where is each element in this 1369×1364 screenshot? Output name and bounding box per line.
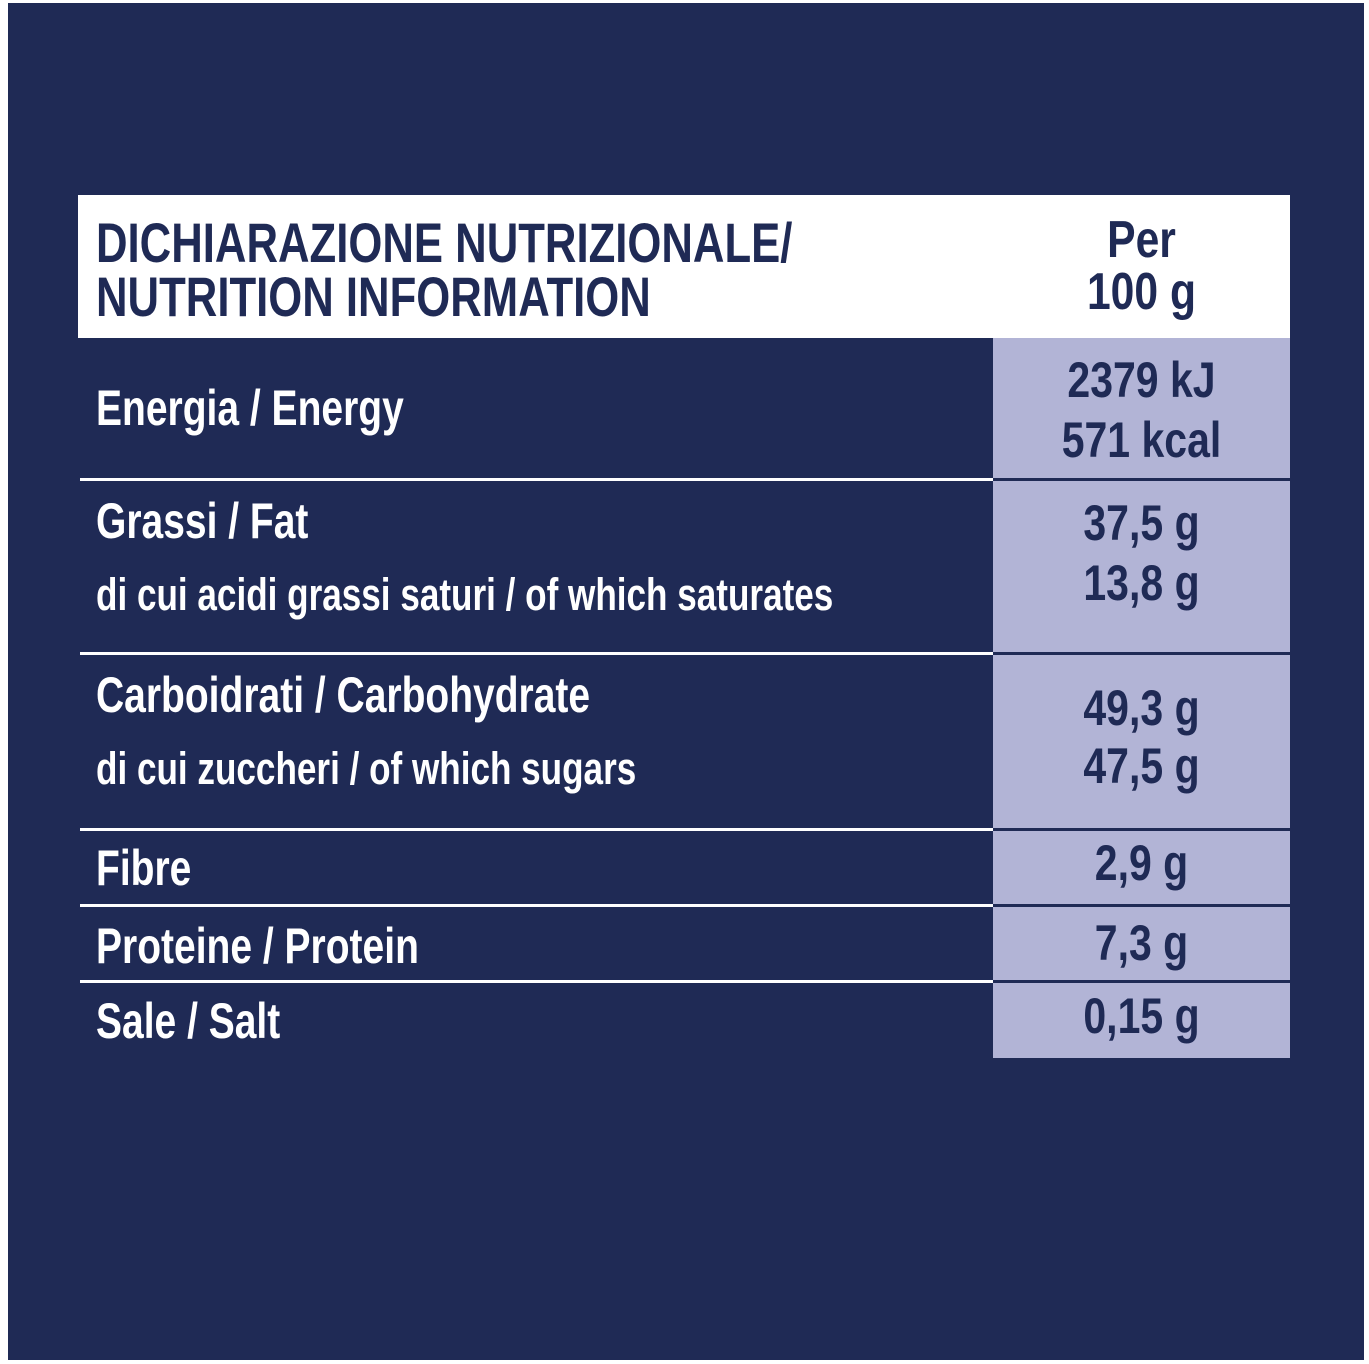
row-separator [80, 904, 993, 907]
nutrient-value: 2379 kJ [1067, 352, 1216, 408]
nutrient-label: Sale / Salt [96, 992, 281, 1049]
value-cell [993, 481, 1290, 652]
value-cell [993, 338, 1290, 478]
nutrient-value: 47,5 g [1083, 738, 1200, 794]
nutrient-value: 2,9 g [1094, 835, 1189, 891]
nutrient-value: 0,15 g [1083, 988, 1200, 1044]
header-title: NUTRITION INFORMATION [96, 265, 651, 328]
row-separator [993, 652, 1290, 655]
row-separator [80, 980, 993, 983]
nutrient-label: Fibre [96, 839, 192, 896]
row-separator [993, 904, 1290, 907]
row-separator [993, 478, 1290, 481]
value-cell [993, 831, 1290, 904]
header-per: 100 g [1086, 263, 1197, 321]
nutrient-sublabel: di cui acidi grassi saturi / of which sa… [96, 569, 834, 621]
nutrient-label: Carboidrati / Carbohydrate [96, 666, 591, 723]
table-header [78, 195, 1290, 338]
row-separator [993, 828, 1290, 831]
nutrient-value: 37,5 g [1083, 495, 1200, 551]
row-separator [80, 828, 993, 831]
value-cell [993, 983, 1290, 1058]
nutrient-value: 13,8 g [1083, 555, 1200, 611]
header-per: Per [1107, 211, 1176, 269]
nutrient-value: 7,3 g [1094, 915, 1189, 971]
nutrient-label: Grassi / Fat [96, 492, 309, 549]
value-cell [993, 655, 1290, 828]
nutrient-value: 49,3 g [1083, 680, 1200, 736]
nutrient-label: Proteine / Protein [96, 917, 419, 974]
row-separator [993, 980, 1290, 983]
nutrient-value: 571 kcal [1061, 412, 1222, 468]
value-cell [993, 907, 1290, 980]
nutrient-label: Energia / Energy [96, 379, 404, 436]
row-separator [80, 652, 993, 655]
header-title: DICHIARAZIONE NUTRIZIONALE/ [96, 211, 793, 274]
nutrient-sublabel: di cui zuccheri / of which sugars [96, 743, 637, 795]
row-separator [80, 478, 993, 481]
